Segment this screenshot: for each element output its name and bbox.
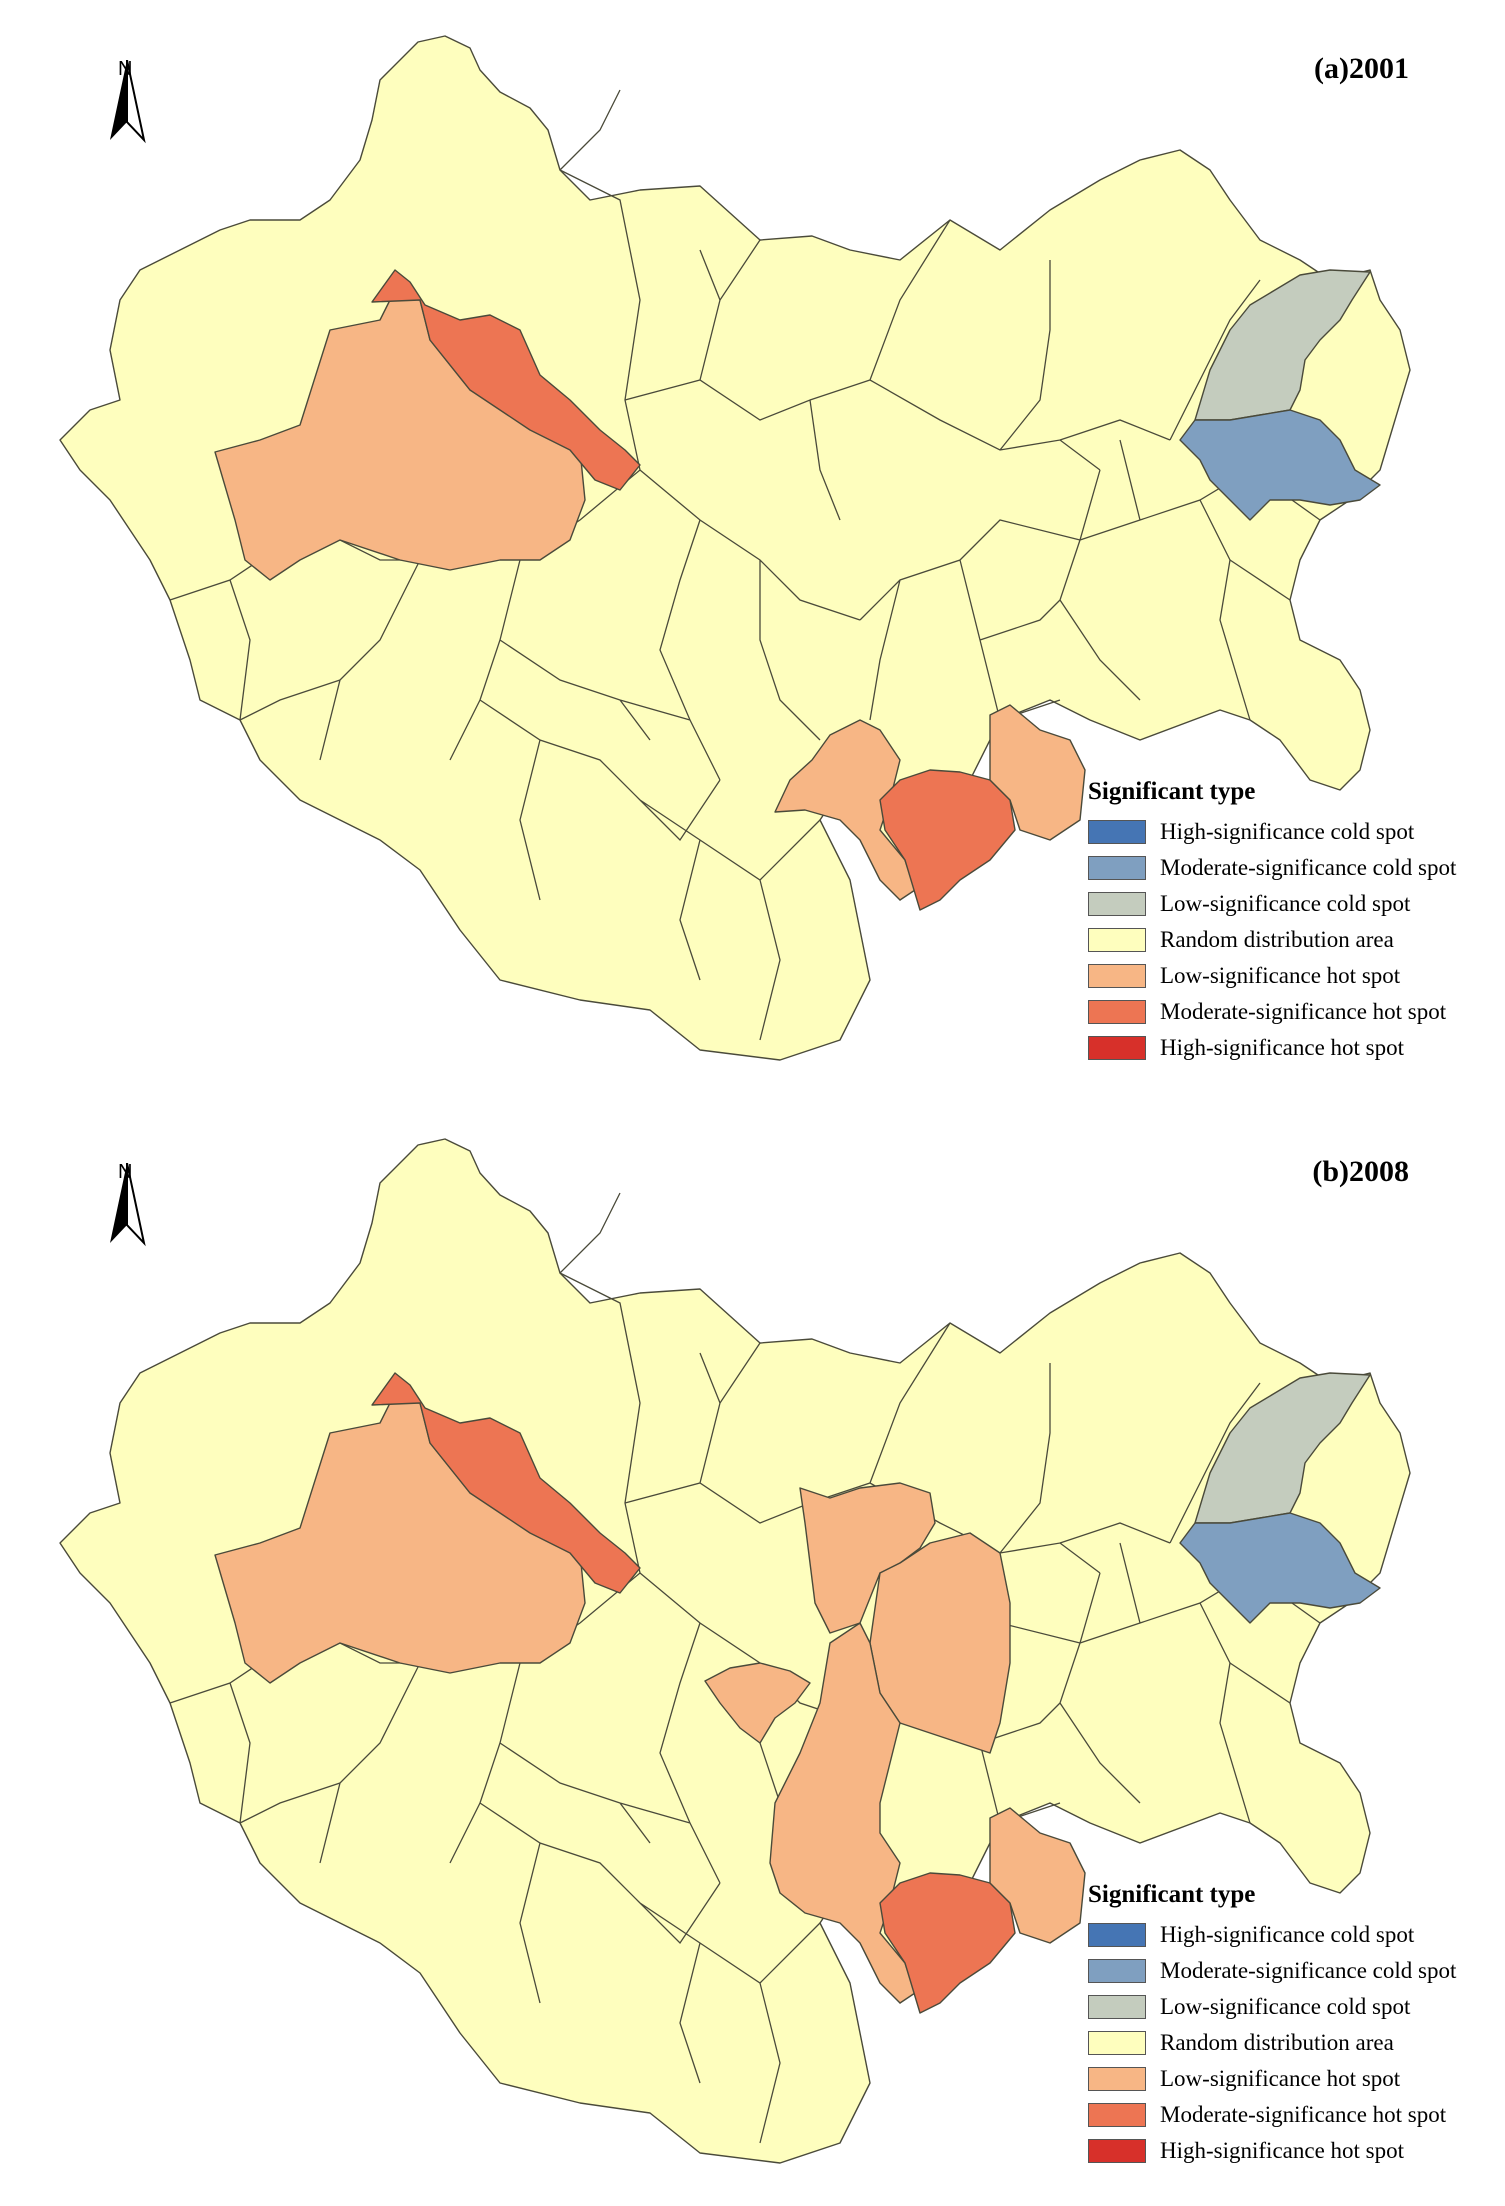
legend-item: Moderate-significance cold spot [1088, 850, 1498, 886]
legend-swatch [1088, 964, 1146, 988]
panel-title: (a)2001 [1314, 52, 1409, 85]
legend-item: Low-significance hot spot [1088, 2061, 1498, 2097]
region-northeast-lower [1179, 1512, 1381, 1624]
legend-swatch [1088, 856, 1146, 880]
legend-item: Low-significance hot spot [1088, 958, 1498, 994]
legend-swatch [1088, 928, 1146, 952]
region-center-small [704, 1662, 811, 1744]
legend-swatch [1088, 2067, 1146, 2091]
legend-item: High-significance cold spot [1088, 814, 1498, 850]
region-south-center-east [989, 704, 1086, 841]
legend-item: High-significance cold spot [1088, 1917, 1498, 1953]
region-south-center-core [879, 769, 1016, 911]
region-south-center-west [774, 719, 916, 901]
legend-swatch [1088, 1959, 1146, 1983]
legend-label: Moderate-significance hot spot [1160, 2102, 1447, 2127]
region-west-band [371, 1372, 641, 1594]
legend-swatch [1088, 1923, 1146, 1947]
north-arrow-icon [102, 1162, 152, 1253]
region-west-large [214, 1392, 586, 1684]
legend-swatch [1088, 2031, 1146, 2055]
legend-swatch [1088, 1036, 1146, 1060]
legend-swatch [1088, 2139, 1146, 2163]
legend-label: High-significance cold spot [1160, 1922, 1415, 1947]
legend-label: High-significance hot spot [1160, 1035, 1405, 1060]
choropleth-map-2001 [59, 35, 1411, 1061]
legend-item: Low-significance cold spot [1088, 886, 1498, 922]
legend-swatch [1088, 820, 1146, 844]
choropleth-map-2008 [59, 1138, 1411, 2164]
legend-item: Moderate-significance cold spot [1088, 1953, 1498, 1989]
legend-label: Low-significance cold spot [1160, 891, 1411, 916]
region-south-center-west [769, 1622, 916, 2004]
legend-label: Low-significance hot spot [1160, 963, 1401, 988]
legend-label: Moderate-significance cold spot [1160, 1958, 1457, 1983]
region-northeast-lower [1179, 409, 1381, 521]
legend-label: Moderate-significance cold spot [1160, 855, 1457, 880]
legend-title: Significant type [1088, 778, 1256, 805]
region-south-center-core [879, 1872, 1016, 2014]
region-west-band [371, 269, 641, 491]
region-south-center-east [989, 1807, 1086, 1944]
north-label: N [118, 58, 133, 80]
legend-label: Moderate-significance hot spot [1160, 999, 1447, 1024]
legend-label: High-significance hot spot [1160, 2138, 1405, 2163]
panel-title: (b)2008 [1312, 1155, 1409, 1188]
north-label: N [118, 1161, 133, 1183]
legend-item: Low-significance cold spot [1088, 1989, 1498, 2025]
region-west-large [214, 289, 586, 581]
map-panel-2008: N (b)2008 Significant type High-signific… [0, 1103, 1505, 2206]
legend-label: Low-significance cold spot [1160, 1994, 1411, 2019]
legend-label: Random distribution area [1160, 2030, 1394, 2055]
legend-label: Low-significance hot spot [1160, 2066, 1401, 2091]
legend-item: Moderate-significance hot spot [1088, 2097, 1498, 2133]
legend-item: Random distribution area [1088, 2025, 1498, 2061]
legend-item: High-significance hot spot [1088, 2133, 1498, 2169]
legend: Significant type High-significance cold … [1088, 1881, 1498, 2169]
map-panel-2001: N (a)2001 Significant type High-signific… [59, 35, 1498, 1066]
legend-label: High-significance cold spot [1160, 819, 1415, 844]
legend-swatch [1088, 1000, 1146, 1024]
legend-title: Significant type [1088, 1881, 1256, 1908]
legend-item: High-significance hot spot [1088, 1030, 1498, 1066]
legend: Significant type High-significance cold … [1088, 778, 1498, 1066]
legend-swatch [1088, 892, 1146, 916]
legend-label: Random distribution area [1160, 927, 1394, 952]
north-arrow-icon [102, 59, 152, 150]
legend-item: Random distribution area [1088, 922, 1498, 958]
legend-swatch [1088, 1995, 1146, 2019]
legend-swatch [1088, 2103, 1146, 2127]
legend-item: Moderate-significance hot spot [1088, 994, 1498, 1030]
